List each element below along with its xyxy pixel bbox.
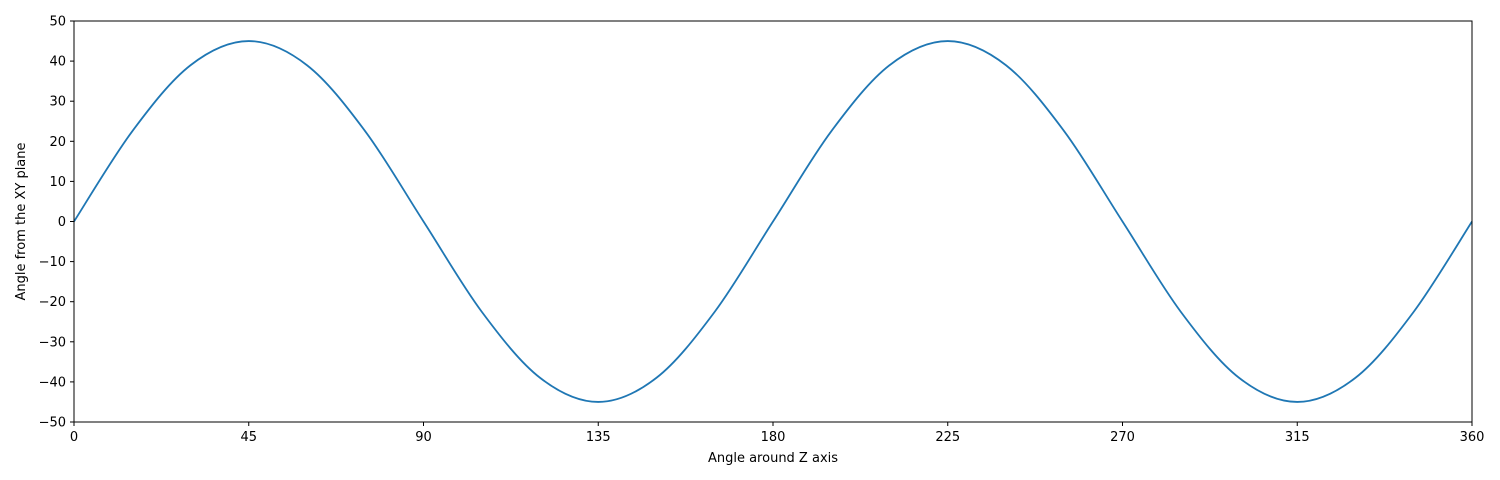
y-tick-label: 10: [49, 175, 66, 190]
x-axis-title: Angle around Z axis: [708, 451, 838, 466]
x-tick-label: 180: [761, 430, 786, 445]
y-tick-label: −50: [39, 416, 66, 431]
y-tick-label: −40: [39, 375, 66, 390]
x-tick-label: 45: [240, 430, 257, 445]
y-tick-label: 30: [49, 95, 66, 110]
y-tick-label: 50: [49, 15, 66, 30]
x-tick-label: 0: [70, 430, 78, 445]
y-tick-label: −30: [39, 335, 66, 350]
x-tick-label: 270: [1110, 430, 1135, 445]
y-tick-label: −20: [39, 295, 66, 310]
y-tick-label: −10: [39, 255, 66, 270]
series-line: [73, 40, 1473, 403]
x-tick-label: 135: [586, 430, 611, 445]
axes-frame: [73, 20, 1473, 423]
y-tick-label: 0: [58, 215, 66, 230]
x-axis-ticks: 0 45 90 135 180 225 270 315 360: [70, 422, 1485, 445]
y-tick-label: 20: [49, 135, 66, 150]
y-tick-label: 40: [49, 55, 66, 70]
x-tick-label: 225: [935, 430, 960, 445]
y-axis-title: Angle from the XY plane: [14, 142, 29, 300]
y-axis-ticks: −50 −40 −30 −20 −10 0 10 20 30 40 50: [39, 15, 74, 431]
x-tick-label: 360: [1460, 430, 1485, 445]
x-tick-label: 315: [1285, 430, 1310, 445]
plot-area: [73, 40, 1473, 403]
x-tick-label: 90: [415, 430, 432, 445]
